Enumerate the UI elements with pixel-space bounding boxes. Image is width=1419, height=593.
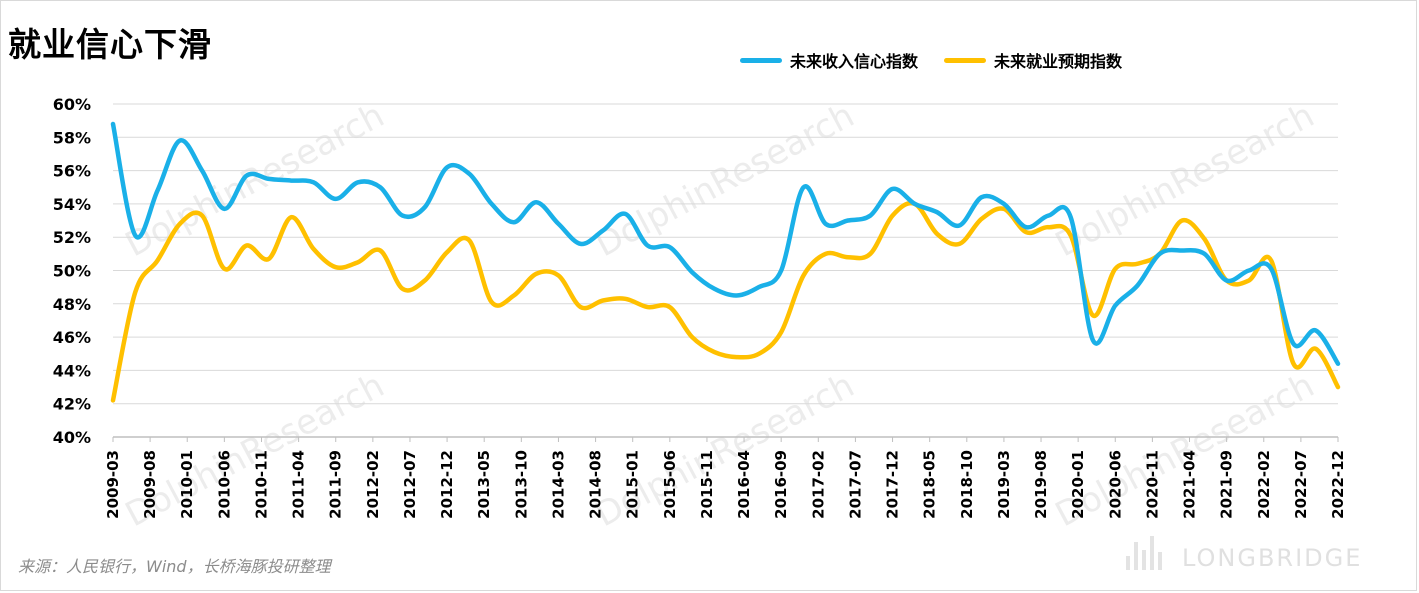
x-tick-label: 2017-12: [884, 450, 902, 519]
brand-bars-icon: [1126, 536, 1166, 570]
y-tick-label: 54%: [53, 195, 91, 214]
brand-text: LONGBRIDGE: [1182, 544, 1363, 572]
x-axis-ticks: 2009-03 2009-08 2010-01 2010-06 2010-11 2011-…: [104, 437, 1347, 519]
x-tick-label: 2013-05: [475, 450, 493, 519]
legend-swatch-employment: [944, 57, 987, 63]
x-tick-label: 2022-12: [1329, 450, 1347, 519]
x-tick-label: 2020-01: [1069, 450, 1087, 519]
series-line-employment: [110, 200, 1341, 403]
y-tick-label: 42%: [53, 395, 91, 414]
x-tick-label: 2017-02: [809, 450, 827, 519]
y-tick-label: 60%: [53, 95, 91, 114]
watermark-text: DolphinResearch: [1049, 95, 1321, 265]
legend-item-income: 未来收入信心指数: [740, 48, 918, 72]
x-tick-label: 2011-09: [327, 450, 345, 519]
x-tick-label: 2012-07: [401, 450, 419, 519]
x-tick-label: 2012-02: [364, 450, 382, 519]
chart-title: 就业信心下滑: [8, 25, 212, 64]
legend-swatch-income: [740, 57, 782, 63]
x-tick-label: 2015-01: [624, 450, 642, 519]
x-tick-label: 2020-06: [1106, 450, 1124, 519]
legend-label-employment: 未来就业预期指数: [994, 52, 1123, 71]
y-tick-label: 48%: [53, 295, 91, 314]
y-axis-ticks: 40% 42% 44% 46% 48% 50% 52% 54% 56% 58% 60%: [53, 95, 91, 447]
watermark-text: DolphinResearch: [589, 95, 861, 265]
x-tick-label: 2021-04: [1181, 450, 1199, 519]
x-tick-label: 2010-06: [215, 450, 233, 519]
legend-label-income: 未来收入信心指数: [790, 52, 919, 71]
x-tick-label: 2011-04: [290, 450, 308, 519]
x-tick-label: 2016-09: [772, 450, 790, 519]
x-tick-label: 2010-11: [252, 450, 270, 519]
x-tick-label: 2017-07: [846, 450, 864, 519]
series-lines: [110, 121, 1341, 403]
x-tick-label: 2014-08: [587, 450, 605, 519]
x-tick-label: 2015-06: [661, 450, 679, 519]
chart-legend: 未来收入信心指数 未来就业预期指数: [740, 48, 1148, 72]
y-tick-label: 56%: [53, 162, 91, 181]
series-line-income: [110, 121, 1341, 366]
x-tick-label: 2014-03: [549, 450, 567, 519]
source-note: 来源：人民银行，Wind，长桥海豚投研整理: [18, 557, 331, 576]
x-tick-label: 2012-12: [438, 450, 456, 519]
legend-item-employment: 未来就业预期指数: [944, 48, 1122, 72]
x-tick-label: 2016-04: [735, 450, 753, 519]
y-tick-label: 40%: [53, 428, 91, 447]
x-tick-label: 2015-11: [698, 450, 716, 519]
y-tick-label: 44%: [53, 361, 91, 380]
x-tick-label: 2022-02: [1255, 450, 1273, 519]
y-tick-label: 46%: [53, 328, 91, 347]
x-tick-label: 2019-08: [1032, 450, 1050, 519]
x-tick-label: 2022-07: [1292, 450, 1310, 519]
y-tick-label: 50%: [53, 262, 91, 281]
x-tick-label: 2010-01: [178, 450, 196, 519]
y-tick-label: 52%: [53, 228, 91, 247]
y-tick-label: 58%: [53, 128, 91, 147]
x-tick-label: 2018-10: [958, 450, 976, 519]
x-tick-label: 2013-10: [512, 450, 530, 519]
brand-logo: LONGBRIDGE: [1126, 536, 1362, 570]
x-tick-label: 2009-03: [104, 450, 122, 519]
x-tick-label: 2018-05: [921, 450, 939, 519]
x-tick-label: 2020-11: [1143, 450, 1161, 519]
x-tick-label: 2019-03: [995, 450, 1013, 519]
grid-lines: [113, 103, 1338, 438]
x-tick-label: 2021-09: [1218, 450, 1236, 519]
x-tick-label: 2009-08: [141, 450, 159, 519]
